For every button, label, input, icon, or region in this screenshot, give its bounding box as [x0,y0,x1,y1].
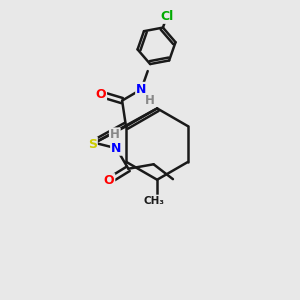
Text: O: O [95,88,106,101]
Text: CH₃: CH₃ [144,196,165,206]
Text: O: O [104,174,114,187]
Text: H: H [110,128,120,141]
Text: N: N [111,142,122,155]
Text: Cl: Cl [160,10,173,23]
Text: N: N [136,83,146,96]
Text: H: H [145,94,154,107]
Text: S: S [88,138,97,151]
